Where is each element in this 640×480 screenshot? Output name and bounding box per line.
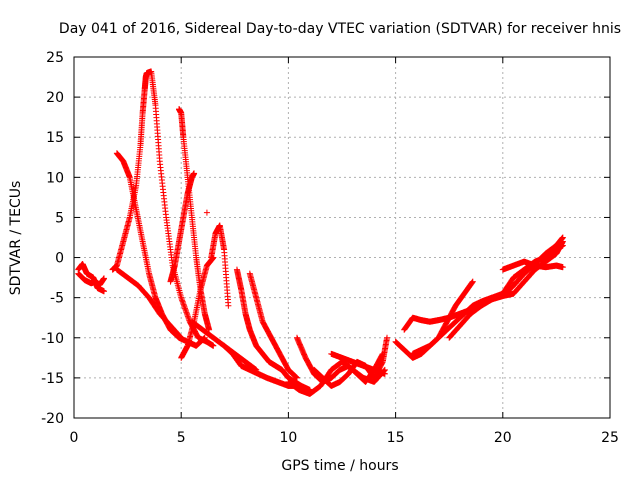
x-tick-label: 20 xyxy=(494,430,512,446)
x-tick-label: 15 xyxy=(387,430,405,446)
grid-lines xyxy=(74,57,610,418)
y-tick-label: 10 xyxy=(46,170,64,186)
data-point xyxy=(101,275,108,282)
series-arc-D xyxy=(176,106,213,333)
y-axis-ticks: -20 -15 -10 -5 0 5 10 15 20 25 xyxy=(41,50,610,427)
data-point-dense xyxy=(177,333,184,340)
series-outlier xyxy=(203,209,210,216)
data-point xyxy=(201,334,208,341)
chart-title: Day 041 of 2016, Sidereal Day-to-day VTE… xyxy=(59,21,621,37)
data-point xyxy=(559,238,566,245)
x-tick-label: 0 xyxy=(70,430,79,446)
series-arc-E xyxy=(178,254,217,361)
y-tick-label: 0 xyxy=(55,251,64,267)
data-point xyxy=(203,209,210,216)
data-point xyxy=(210,342,217,349)
data-point xyxy=(381,370,388,377)
series-arc-G xyxy=(208,222,232,309)
y-tick-label: 5 xyxy=(55,210,64,226)
x-axis-label: GPS time / hours xyxy=(281,458,398,474)
data-point xyxy=(191,170,198,177)
series-arc-V xyxy=(510,238,566,297)
data-point xyxy=(293,374,300,381)
x-tick-label: 10 xyxy=(279,430,297,446)
data-point xyxy=(101,288,108,295)
series-arc-K xyxy=(246,270,300,381)
series-arc-C xyxy=(113,266,185,341)
data-points xyxy=(75,68,566,397)
y-tick-label: -5 xyxy=(50,291,64,307)
y-tick-label: -10 xyxy=(41,331,64,347)
data-point-dense xyxy=(177,334,184,341)
y-tick-label: 25 xyxy=(46,50,64,66)
y-tick-label: -15 xyxy=(41,371,64,387)
data-point xyxy=(469,278,476,285)
series-arc-I xyxy=(233,266,313,393)
series-early-cluster-b xyxy=(75,260,108,295)
y-tick-label: 20 xyxy=(46,90,64,106)
x-tick-label: 5 xyxy=(177,430,186,446)
data-point xyxy=(225,302,232,309)
y-tick-label: 15 xyxy=(46,130,64,146)
series-arc-A xyxy=(109,68,217,349)
x-axis-ticks: 0 5 10 15 20 25 xyxy=(70,57,619,446)
plot-frame xyxy=(73,56,611,419)
y-axis-label: SDTVAR / TECUs xyxy=(8,181,24,296)
x-tick-label: 25 xyxy=(601,430,619,446)
data-point xyxy=(384,334,391,341)
data-point xyxy=(559,264,566,271)
data-point xyxy=(178,334,185,341)
series-arc-O xyxy=(328,350,388,377)
series-arc-F xyxy=(167,170,198,285)
y-tick-label: -20 xyxy=(41,411,64,427)
